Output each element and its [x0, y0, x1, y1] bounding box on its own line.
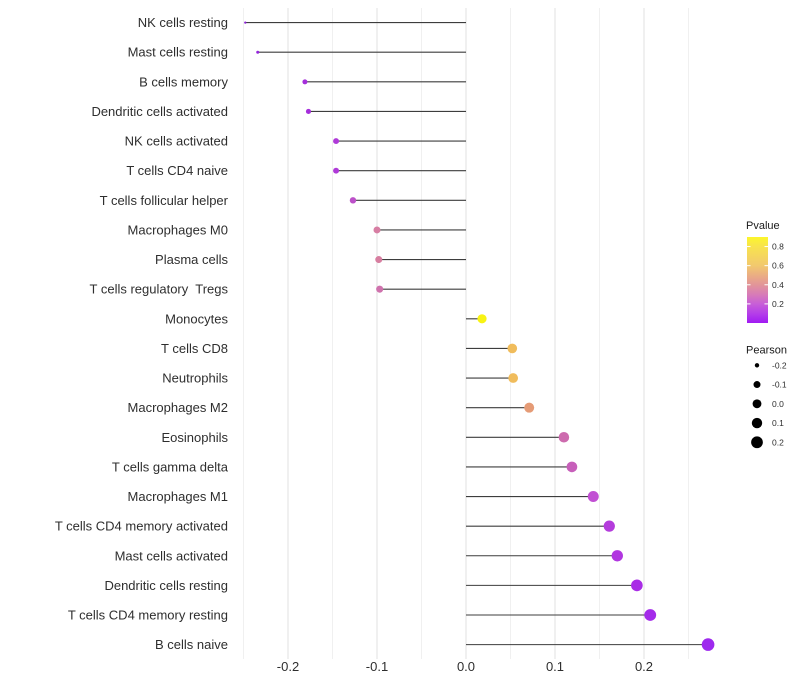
legend-pvalue: Pvalue 0.8 0.6 0.4 0.2	[746, 220, 784, 323]
y-axis-label: B cells naive	[155, 637, 228, 652]
pearson-legend-dot	[753, 381, 761, 389]
lollipop-dot	[376, 285, 384, 293]
x-axis-tick-label: 0.2	[635, 659, 653, 674]
pearson-legend-label: 0.1	[772, 418, 784, 428]
y-axis-label: Dendritic cells resting	[104, 578, 228, 593]
pearson-legend-dot	[751, 417, 763, 429]
y-axis-label: T cells CD4 memory activated	[55, 519, 228, 534]
lollipop-row: Mast cells resting	[128, 45, 466, 60]
lollipop-dot	[244, 21, 247, 24]
lollipop-row: Neutrophils	[162, 371, 519, 386]
lollipop-row: Macrophages M1	[128, 489, 599, 504]
lollipop-dot	[349, 197, 357, 204]
x-axis-tick-label: 0.1	[546, 659, 564, 674]
lollipop-row: Dendritic cells resting	[104, 578, 643, 593]
y-axis-label: Mast cells resting	[128, 45, 228, 60]
lollipop-row: NK cells resting	[138, 15, 466, 30]
lollipop-row: T cells CD4 memory activated	[55, 519, 615, 534]
pearson-legend-label: -0.2	[772, 360, 787, 370]
grid	[243, 8, 689, 659]
lollipop-dot	[305, 108, 312, 115]
y-axis-label: NK cells resting	[138, 15, 228, 30]
lollipop-dot	[701, 638, 715, 651]
colorbar-tick-label: 0.2	[772, 299, 784, 309]
y-axis-label: T cells CD4 naive	[126, 163, 228, 178]
lollipop-row: B cells memory	[139, 74, 466, 89]
legend-pearson-title: Pearson	[746, 344, 787, 356]
y-axis-label: Neutrophils	[162, 371, 228, 386]
y-axis-label: T cells CD4 memory resting	[68, 608, 228, 623]
y-axis-label: Monocytes	[165, 311, 228, 326]
pvalue-colorbar	[747, 237, 768, 323]
y-axis-label: NK cells activated	[125, 134, 228, 149]
lollipop-dot	[558, 432, 570, 443]
lollipop-dot	[333, 167, 340, 174]
x-axis-tick-label: -0.1	[366, 659, 388, 674]
x-axis: -0.2 -0.1 0.0 0.1 0.2	[277, 659, 653, 674]
rows: NK cells resting Mast cells resting B cell…	[55, 15, 715, 652]
y-axis-label: B cells memory	[139, 74, 228, 89]
y-axis-label: T cells gamma delta	[112, 459, 229, 474]
lollipop-dot	[566, 461, 578, 473]
x-axis-tick-label: 0.0	[457, 659, 475, 674]
pearson-legend-label: -0.1	[772, 380, 787, 390]
lollipop-row: Eosinophils	[162, 430, 570, 445]
lollipop-dot	[302, 79, 308, 85]
y-axis-label: Mast cells activated	[115, 548, 228, 563]
lollipop-row: T cells regulatory Tregs	[90, 282, 466, 297]
pearson-legend-dot	[752, 399, 762, 409]
lollipop-dot	[611, 550, 623, 562]
legend-pearson: Pearson -0.2 -0.1 0.0 0.1 0.2	[746, 344, 787, 449]
lollipop-row: Mast cells activated	[115, 548, 623, 563]
lollipop-row: NK cells activated	[125, 134, 466, 149]
legend-pvalue-title: Pvalue	[746, 220, 780, 232]
y-axis-label: Macrophages M2	[128, 400, 228, 415]
lollipop-row: B cells naive	[155, 637, 715, 652]
pearson-legend-label: 0.0	[772, 399, 784, 409]
lollipop-dot	[587, 491, 599, 503]
lollipop-dot	[631, 579, 643, 592]
y-axis-label: Eosinophils	[162, 430, 229, 445]
lollipop-row: Macrophages M0	[128, 222, 466, 237]
lollipop-dot	[507, 343, 518, 354]
pearson-legend-dot	[754, 363, 760, 368]
colorbar-tick-label: 0.4	[772, 280, 784, 290]
lollipop-dot	[524, 402, 535, 413]
y-axis-label: Macrophages M0	[128, 222, 228, 237]
lollipop-dot	[477, 314, 487, 324]
pearson-legend-dot	[751, 436, 763, 449]
lollipop-row: T cells CD4 memory resting	[68, 608, 657, 623]
lollipop-row: T cells follicular helper	[100, 193, 466, 208]
pearson-legend-label: 0.2	[772, 437, 784, 447]
lollipop-row: T cells CD8	[161, 341, 518, 356]
x-axis-tick-label: -0.2	[277, 659, 299, 674]
lollipop-row: Plasma cells	[155, 252, 466, 267]
lollipop-dot	[373, 226, 381, 234]
y-axis-label: T cells follicular helper	[100, 193, 229, 208]
lollipop-row: T cells gamma delta	[112, 459, 578, 474]
y-axis-label: Macrophages M1	[128, 489, 228, 504]
lollipop-dot	[333, 138, 340, 145]
lollipop-row: Monocytes	[165, 311, 487, 326]
lollipop-dot	[375, 256, 383, 264]
lollipop-dot	[644, 609, 657, 621]
lollipop-row: T cells CD4 naive	[126, 163, 466, 178]
colorbar-tick-label: 0.6	[772, 261, 784, 271]
lollipop-dot	[256, 50, 260, 54]
y-axis-label: T cells CD8	[161, 341, 228, 356]
lollipop-row: Dendritic cells activated	[91, 104, 466, 119]
lollipop-dot	[508, 373, 519, 383]
y-axis-label: T cells regulatory Tregs	[90, 282, 229, 297]
lollipop-row: Macrophages M2	[128, 400, 535, 415]
colorbar-tick-label: 0.8	[772, 242, 784, 252]
lollipop-dot	[603, 520, 615, 532]
y-axis-label: Dendritic cells activated	[91, 104, 228, 119]
y-axis-label: Plasma cells	[155, 252, 228, 267]
